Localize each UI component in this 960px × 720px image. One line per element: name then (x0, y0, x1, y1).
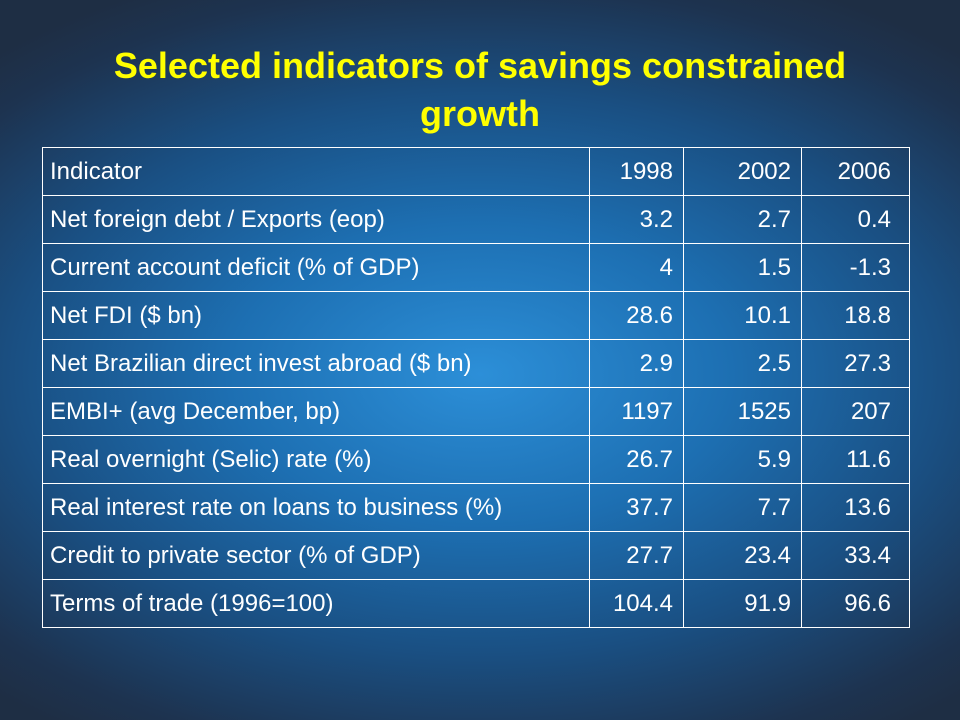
table-row: Net foreign debt / Exports (eop) 3.2 2.7… (42, 195, 910, 244)
row-label: Real interest rate on loans to business … (42, 483, 590, 532)
table-header-row: Indicator 1998 2002 2006 (42, 147, 910, 196)
table-row: Current account deficit (% of GDP) 4 1.5… (42, 243, 910, 292)
cell-2002: 10.1 (683, 291, 802, 340)
row-label: Real overnight (Selic) rate (%) (42, 435, 590, 484)
table-row: Real interest rate on loans to business … (42, 483, 910, 532)
indicators-table-container: Indicator 1998 2002 2006 Net foreign deb… (42, 147, 910, 628)
cell-1998: 2.9 (589, 339, 684, 388)
slide-title-line-2: growth (420, 93, 540, 134)
table-row: Net Brazilian direct invest abroad ($ bn… (42, 339, 910, 388)
cell-1998: 3.2 (589, 195, 684, 244)
header-1998: 1998 (589, 147, 684, 196)
row-label: Net foreign debt / Exports (eop) (42, 195, 590, 244)
table-row: Real overnight (Selic) rate (%) 26.7 5.9… (42, 435, 910, 484)
indicators-table: Indicator 1998 2002 2006 Net foreign deb… (42, 147, 910, 628)
cell-1998: 104.4 (589, 579, 684, 628)
cell-1998: 1197 (589, 387, 684, 436)
table-row: Credit to private sector (% of GDP) 27.7… (42, 531, 910, 580)
slide-title-line-1: Selected indicators of savings constrain… (113, 45, 847, 86)
cell-1998: 27.7 (589, 531, 684, 580)
cell-2006: 96.6 (801, 579, 910, 628)
cell-2006: 13.6 (801, 483, 910, 532)
cell-2006: 207 (801, 387, 910, 436)
cell-2002: 5.9 (683, 435, 802, 484)
table-row: Terms of trade (1996=100) 104.4 91.9 96.… (42, 579, 910, 628)
row-label: Current account deficit (% of GDP) (42, 243, 590, 292)
cell-2006: 0.4 (801, 195, 910, 244)
table-row: EMBI+ (avg December, bp) 1197 1525 207 (42, 387, 910, 436)
cell-1998: 26.7 (589, 435, 684, 484)
cell-1998: 28.6 (589, 291, 684, 340)
cell-1998: 37.7 (589, 483, 684, 532)
header-indicator: Indicator (42, 147, 590, 196)
cell-2002: 1.5 (683, 243, 802, 292)
cell-2006: 33.4 (801, 531, 910, 580)
cell-2002: 7.7 (683, 483, 802, 532)
cell-2002: 91.9 (683, 579, 802, 628)
cell-2002: 2.7 (683, 195, 802, 244)
table-row: Net FDI ($ bn) 28.6 10.1 18.8 (42, 291, 910, 340)
slide-title: Selected indicators of savings constrain… (0, 42, 960, 138)
row-label: Net Brazilian direct invest abroad ($ bn… (42, 339, 590, 388)
cell-2006: 11.6 (801, 435, 910, 484)
row-label: EMBI+ (avg December, bp) (42, 387, 590, 436)
cell-2006: -1.3 (801, 243, 910, 292)
cell-2006: 18.8 (801, 291, 910, 340)
row-label: Terms of trade (1996=100) (42, 579, 590, 628)
cell-1998: 4 (589, 243, 684, 292)
cell-2002: 1525 (683, 387, 802, 436)
cell-2002: 2.5 (683, 339, 802, 388)
cell-2006: 27.3 (801, 339, 910, 388)
row-label: Net FDI ($ bn) (42, 291, 590, 340)
cell-2002: 23.4 (683, 531, 802, 580)
header-2002: 2002 (683, 147, 802, 196)
header-2006: 2006 (801, 147, 910, 196)
row-label: Credit to private sector (% of GDP) (42, 531, 590, 580)
